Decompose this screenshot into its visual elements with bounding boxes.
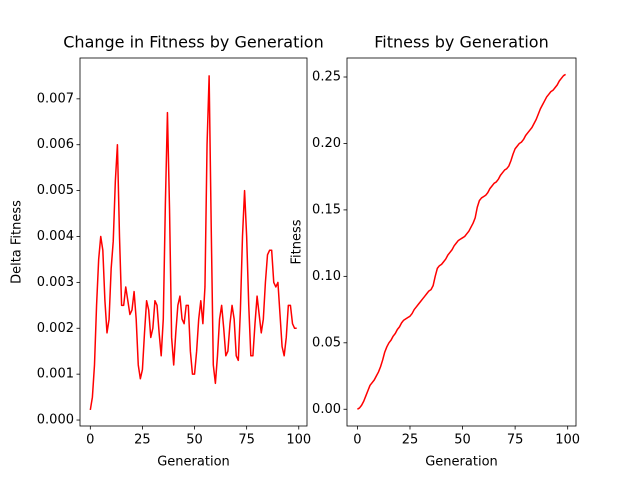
x-axis-label: Generation (157, 455, 230, 470)
y-tick-label: 0.005 (37, 183, 74, 198)
x-tick-label: 75 (507, 433, 524, 448)
x-tick-label: 75 (238, 433, 255, 448)
y-tick-label: 0.10 (312, 269, 341, 284)
x-tick-label: 100 (286, 433, 311, 448)
y-tick-label: 0.15 (312, 202, 341, 217)
x-tick-label: 0 (86, 433, 94, 448)
y-tick-label: 0.20 (312, 136, 341, 151)
chart-title: Fitness by Generation (374, 33, 548, 52)
data-line (89, 75, 297, 411)
x-tick-label: 25 (402, 433, 419, 448)
axes-frame (346, 57, 577, 427)
x-tick-label: 50 (186, 433, 203, 448)
y-tick-label: 0.001 (37, 367, 74, 382)
x-tick-label: 25 (134, 433, 151, 448)
y-tick-label: 0.05 (312, 335, 341, 350)
y-tick-label: 0.25 (312, 70, 341, 85)
x-tick-label: 100 (555, 433, 580, 448)
chart-title: Change in Fitness by Generation (63, 33, 323, 52)
x-tick-label: 50 (454, 433, 471, 448)
y-axis-label: Fitness (290, 219, 305, 264)
y-axis-label: Delta Fitness (10, 200, 25, 284)
y-tick-label: 0.007 (37, 91, 74, 106)
y-tick-label: 0.000 (37, 413, 74, 428)
y-tick-label: 0.003 (37, 275, 74, 290)
axes-frame (79, 57, 308, 427)
x-axis-label: Generation (425, 455, 498, 470)
y-tick-label: 0.006 (37, 137, 74, 152)
y-tick-label: 0.00 (312, 402, 341, 417)
x-tick-label: 0 (353, 433, 361, 448)
data-line (357, 73, 566, 410)
y-tick-label: 0.004 (37, 229, 74, 244)
y-tick-label: 0.002 (37, 321, 74, 336)
